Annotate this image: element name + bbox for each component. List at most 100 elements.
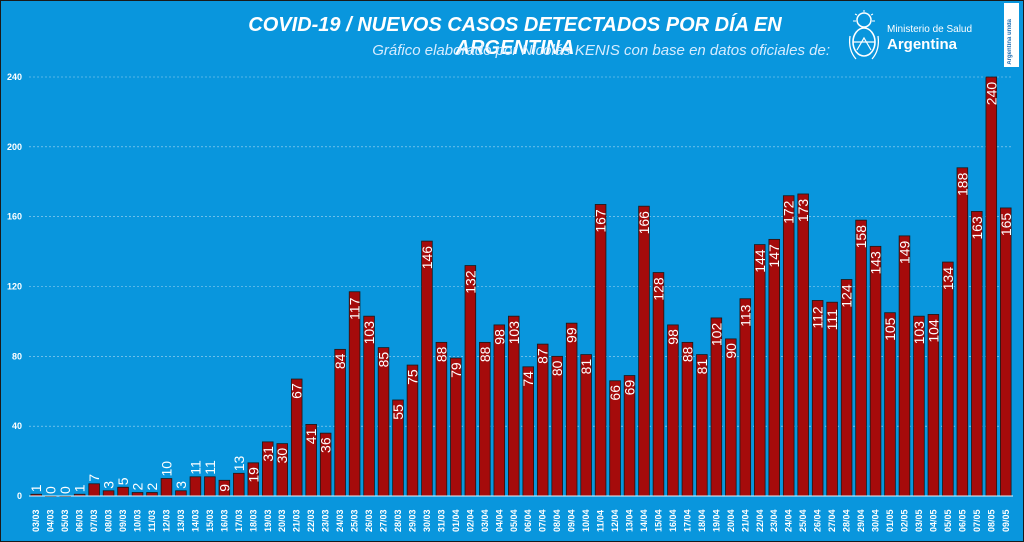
bar xyxy=(956,167,969,497)
x-tick-label: 15/04 xyxy=(653,509,663,532)
bar-value-label: 69 xyxy=(622,380,638,396)
x-tick-label: 16/04 xyxy=(668,509,678,532)
data-labels: 1001735221031111913193130674136841171038… xyxy=(28,82,1014,494)
x-tick-label: 05/05 xyxy=(943,509,953,532)
x-tick-label: 24/04 xyxy=(784,509,794,532)
bar xyxy=(348,291,361,497)
bar xyxy=(146,492,158,497)
bar-value-label: 88 xyxy=(433,346,449,362)
bar xyxy=(855,219,867,497)
x-tick-label: 10/03 xyxy=(133,509,143,532)
bar-value-label: 132 xyxy=(462,270,478,294)
bar xyxy=(175,490,187,497)
bar-value-label: 173 xyxy=(795,199,811,223)
y-tick-label: 40 xyxy=(12,421,22,431)
x-tick-label: 21/03 xyxy=(292,509,302,532)
bar-value-label: 165 xyxy=(998,213,1014,237)
x-tick-label: 05/04 xyxy=(509,509,519,532)
x-tick-label: 06/03 xyxy=(75,509,85,532)
bar-value-label: 41 xyxy=(303,428,319,444)
x-tick-label: 27/04 xyxy=(827,509,837,532)
x-tick-label: 02/05 xyxy=(899,509,909,532)
x-tick-label: 29/04 xyxy=(856,509,866,532)
x-tick-label: 17/03 xyxy=(234,509,244,532)
y-axis-ticks: 0 40 80 120 160 200 240 xyxy=(7,72,22,501)
x-tick-label: 25/04 xyxy=(798,509,808,532)
bar-value-label: 11 xyxy=(202,460,218,475)
x-tick-label: 30/04 xyxy=(871,509,881,532)
bar xyxy=(334,348,346,497)
x-tick-label: 07/03 xyxy=(89,509,99,532)
bar-value-label: 167 xyxy=(593,209,609,233)
bar-value-label: 143 xyxy=(868,251,884,275)
x-tick-label: 14/03 xyxy=(190,509,200,532)
bar-value-label: 55 xyxy=(390,404,406,420)
bar-value-label: 240 xyxy=(983,82,999,106)
bar-value-label: 10 xyxy=(158,461,174,477)
bar xyxy=(739,298,752,497)
bar xyxy=(580,354,592,497)
x-tick-label: 01/05 xyxy=(885,509,895,532)
x-tick-label: 22/03 xyxy=(306,509,316,532)
bar xyxy=(189,476,202,497)
bar-value-label: 172 xyxy=(781,200,797,224)
bar xyxy=(898,235,911,497)
bar-value-label: 103 xyxy=(361,321,377,345)
chart-title: COVID-19 / NUEVOS CASOS DETECTADOS POR D… xyxy=(248,14,782,59)
bar xyxy=(493,324,506,497)
bar-value-label: 11 xyxy=(187,460,203,475)
x-tick-label: 08/03 xyxy=(104,509,114,532)
bar-value-label: 113 xyxy=(737,304,753,327)
y-tick-label: 120 xyxy=(7,282,22,292)
bar-value-label: 36 xyxy=(318,437,334,453)
logo-ministry-text: Ministerio de Salud xyxy=(887,24,973,35)
bar-value-label: 104 xyxy=(925,319,941,343)
bar-value-label: 81 xyxy=(694,359,710,375)
bar-value-label: 0 xyxy=(43,486,59,494)
x-tick-label: 22/04 xyxy=(755,509,765,532)
bar-value-label: 79 xyxy=(448,362,464,378)
x-tick-label: 04/03 xyxy=(46,509,56,532)
x-tick-label: 07/05 xyxy=(972,509,982,532)
x-tick-label: 03/04 xyxy=(480,509,490,532)
bar-value-label: 124 xyxy=(839,284,855,308)
bar-value-label: 188 xyxy=(954,172,970,196)
bar xyxy=(594,204,607,497)
x-tick-label: 19/03 xyxy=(263,509,273,532)
bar xyxy=(464,265,477,497)
x-tick-label: 20/03 xyxy=(277,509,287,532)
bar-value-label: 87 xyxy=(535,348,551,364)
bar-value-label: 1 xyxy=(72,484,88,492)
bar xyxy=(435,341,448,497)
bar-value-label: 3 xyxy=(173,481,189,489)
x-tick-label: 20/04 xyxy=(726,509,736,532)
bar-value-label: 1 xyxy=(28,484,44,492)
bar xyxy=(681,341,694,497)
bar-value-label: 5 xyxy=(115,477,131,485)
ministerio-salud-logo: Ministerio de Salud Argentina xyxy=(844,10,972,64)
bar-value-label: 88 xyxy=(679,346,695,362)
bar-value-label: 90 xyxy=(723,343,739,359)
x-tick-label: 09/04 xyxy=(567,509,577,532)
bars xyxy=(30,76,1012,498)
bar-value-label: 30 xyxy=(274,448,290,464)
x-tick-label: 08/05 xyxy=(986,509,996,532)
bar-value-label: 84 xyxy=(332,353,348,369)
x-tick-label: 31/03 xyxy=(436,509,446,532)
bar xyxy=(131,492,144,497)
bar xyxy=(102,490,115,497)
bar-value-label: 81 xyxy=(578,359,594,375)
bar xyxy=(652,272,665,497)
x-tick-label: 25/03 xyxy=(350,509,360,532)
bar xyxy=(782,195,795,497)
y-tick-label: 80 xyxy=(12,351,22,361)
bar xyxy=(1000,207,1012,497)
bar-value-label: 3 xyxy=(101,481,117,489)
bar xyxy=(536,343,549,497)
bar-value-label: 75 xyxy=(404,369,420,385)
bar-value-label: 0 xyxy=(57,486,73,494)
bar xyxy=(160,478,173,497)
x-tick-label: 15/03 xyxy=(205,509,215,532)
x-tick-label: 17/04 xyxy=(682,509,692,532)
bar xyxy=(233,472,245,497)
